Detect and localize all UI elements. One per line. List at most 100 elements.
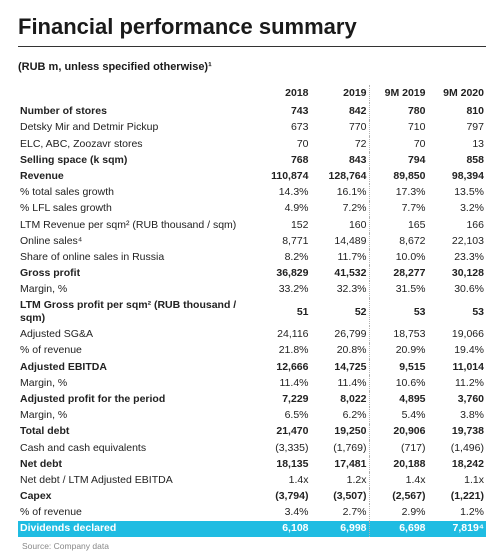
row-value: 11.4% bbox=[252, 375, 311, 391]
table-row: Dividends declared6,1086,9986,6987,819⁴ bbox=[18, 521, 486, 537]
row-value: 21,470 bbox=[252, 424, 311, 440]
row-label: LTM Gross profit per sqm² (RUB thousand … bbox=[18, 298, 252, 327]
table-row: Number of stores743842780810 bbox=[18, 103, 486, 119]
row-value: 3,760 bbox=[428, 391, 487, 407]
table-row: Margin, %11.4%11.4%10.6%11.2% bbox=[18, 375, 486, 391]
row-value: 14,489 bbox=[311, 233, 370, 249]
table-row: % total sales growth14.3%16.1%17.3%13.5% bbox=[18, 184, 486, 200]
row-value: 13.5% bbox=[428, 184, 487, 200]
row-value: 673 bbox=[252, 120, 311, 136]
row-label: Margin, % bbox=[18, 407, 252, 423]
row-value: 843 bbox=[311, 152, 370, 168]
row-label: Number of stores bbox=[18, 103, 252, 119]
row-value: (1,221) bbox=[428, 488, 487, 504]
row-label: Detsky Mir and Detmir Pickup bbox=[18, 120, 252, 136]
row-value: 51 bbox=[252, 298, 311, 327]
header-blank bbox=[18, 85, 252, 103]
row-value: (3,794) bbox=[252, 488, 311, 504]
table-row: Margin, %6.5%6.2%5.4%3.8% bbox=[18, 407, 486, 423]
row-value: 1.4x bbox=[252, 472, 311, 488]
row-value: 7.7% bbox=[369, 201, 428, 217]
title-divider bbox=[18, 46, 486, 47]
row-value: 794 bbox=[369, 152, 428, 168]
row-value: 30.6% bbox=[428, 281, 487, 297]
row-value: 9,515 bbox=[369, 359, 428, 375]
row-value: 780 bbox=[369, 103, 428, 119]
row-value: 3.8% bbox=[428, 407, 487, 423]
row-value: 166 bbox=[428, 217, 487, 233]
row-value: 10.6% bbox=[369, 375, 428, 391]
table-row: LTM Revenue per sqm² (RUB thousand / sqm… bbox=[18, 217, 486, 233]
row-value: 26,799 bbox=[311, 326, 370, 342]
row-value: 53 bbox=[428, 298, 487, 327]
row-label: Total debt bbox=[18, 424, 252, 440]
row-value: 98,394 bbox=[428, 168, 487, 184]
row-value: 7,229 bbox=[252, 391, 311, 407]
row-value: 7.2% bbox=[311, 201, 370, 217]
row-value: 18,753 bbox=[369, 326, 428, 342]
row-value: 8.2% bbox=[252, 249, 311, 265]
header-col-1: 2019 bbox=[311, 85, 370, 103]
table-row: Capex(3,794)(3,507)(2,567)(1,221) bbox=[18, 488, 486, 504]
row-value: 36,829 bbox=[252, 265, 311, 281]
row-label: Margin, % bbox=[18, 375, 252, 391]
row-label: Capex bbox=[18, 488, 252, 504]
table-row: Cash and cash equivalents(3,335)(1,769)(… bbox=[18, 440, 486, 456]
row-value: (1,769) bbox=[311, 440, 370, 456]
row-value: 11.2% bbox=[428, 375, 487, 391]
row-label: Dividends declared bbox=[18, 521, 252, 537]
row-value: 2.9% bbox=[369, 504, 428, 520]
row-label: % of revenue bbox=[18, 343, 252, 359]
page-title: Financial performance summary bbox=[18, 14, 486, 40]
table-row: Online sales⁴8,77114,4898,67222,103 bbox=[18, 233, 486, 249]
row-value: 3.4% bbox=[252, 504, 311, 520]
row-label: Adjusted SG&A bbox=[18, 326, 252, 342]
table-header-row: 2018 2019 9M 2019 9M 2020 bbox=[18, 85, 486, 103]
row-label: Revenue bbox=[18, 168, 252, 184]
row-value: 20,188 bbox=[369, 456, 428, 472]
row-value: 11.7% bbox=[311, 249, 370, 265]
table-row: LTM Gross profit per sqm² (RUB thousand … bbox=[18, 298, 486, 327]
row-value: 14.3% bbox=[252, 184, 311, 200]
row-label: Net debt / LTM Adjusted EBITDA bbox=[18, 472, 252, 488]
table-row: Detsky Mir and Detmir Pickup673770710797 bbox=[18, 120, 486, 136]
row-value: 52 bbox=[311, 298, 370, 327]
row-value: 24,116 bbox=[252, 326, 311, 342]
row-value: 28,277 bbox=[369, 265, 428, 281]
table-row: Net debt / LTM Adjusted EBITDA1.4x1.2x1.… bbox=[18, 472, 486, 488]
row-label: Selling space (k sqm) bbox=[18, 152, 252, 168]
table-row: % of revenue21.8%20.8%20.9%19.4% bbox=[18, 343, 486, 359]
row-value: 31.5% bbox=[369, 281, 428, 297]
row-label: Adjusted profit for the period bbox=[18, 391, 252, 407]
row-label: % total sales growth bbox=[18, 184, 252, 200]
unit-note: (RUB m, unless specified otherwise)¹ bbox=[18, 61, 486, 73]
table-row: Adjusted profit for the period7,2298,022… bbox=[18, 391, 486, 407]
table-row: Adjusted SG&A24,11626,79918,75319,066 bbox=[18, 326, 486, 342]
row-value: 152 bbox=[252, 217, 311, 233]
row-label: % LFL sales growth bbox=[18, 201, 252, 217]
row-value: 5.4% bbox=[369, 407, 428, 423]
row-label: Online sales⁴ bbox=[18, 233, 252, 249]
row-value: 1.4x bbox=[369, 472, 428, 488]
table-row: Net debt18,13517,48120,18818,242 bbox=[18, 456, 486, 472]
table-row: Adjusted EBITDA12,66614,7259,51511,014 bbox=[18, 359, 486, 375]
header-col-3: 9M 2020 bbox=[428, 85, 487, 103]
row-value: (3,335) bbox=[252, 440, 311, 456]
row-value: 6.5% bbox=[252, 407, 311, 423]
row-value: 30,128 bbox=[428, 265, 487, 281]
row-value: 110,874 bbox=[252, 168, 311, 184]
row-value: (2,567) bbox=[369, 488, 428, 504]
row-value: 858 bbox=[428, 152, 487, 168]
row-value: 1.2% bbox=[428, 504, 487, 520]
row-value: 8,771 bbox=[252, 233, 311, 249]
financial-table: 2018 2019 9M 2019 9M 2020 Number of stor… bbox=[18, 85, 486, 537]
row-value: 16.1% bbox=[311, 184, 370, 200]
row-value: 70 bbox=[252, 136, 311, 152]
row-label: Gross profit bbox=[18, 265, 252, 281]
row-value: 19,066 bbox=[428, 326, 487, 342]
table-row: Total debt21,47019,25020,90619,738 bbox=[18, 424, 486, 440]
row-value: 128,764 bbox=[311, 168, 370, 184]
row-value: 8,672 bbox=[369, 233, 428, 249]
row-value: 11.4% bbox=[311, 375, 370, 391]
row-value: 4,895 bbox=[369, 391, 428, 407]
